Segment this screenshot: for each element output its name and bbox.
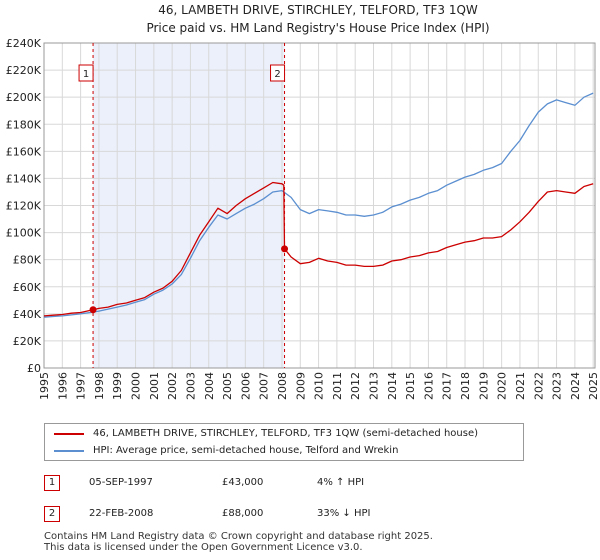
chart-title: 46, LAMBETH DRIVE, STIRCHLEY, TELFORD, T… <box>158 3 478 17</box>
y-tick-label-9: £180K <box>6 118 42 131</box>
plot-frame <box>43 42 596 369</box>
footer-licence: This data is licensed under the Open Gov… <box>44 542 363 553</box>
footer: Contains HM Land Registry data © Crown c… <box>44 531 433 553</box>
x-tick-label-20: 2015 <box>404 372 417 400</box>
x-tick-label-12: 2007 <box>258 372 271 400</box>
x-tick-label-17: 2012 <box>349 372 362 400</box>
x-tick-label-16: 2011 <box>331 372 344 400</box>
x-tick-label-28: 2023 <box>551 372 564 400</box>
sale-point-2 <box>281 245 289 253</box>
sale-point-1 <box>89 306 97 314</box>
x-tick-label-23: 2018 <box>459 372 472 400</box>
x-tick-label-25: 2020 <box>496 372 509 400</box>
sale-box-label-1: 1 <box>83 69 89 80</box>
x-tick-label-10: 2005 <box>221 372 234 400</box>
y-tick-label-3: £60K <box>13 281 42 294</box>
footer-copyright: Contains HM Land Registry data © Crown c… <box>44 531 433 542</box>
chart-subtitle: Price paid vs. HM Land Registry's House … <box>146 21 489 35</box>
x-tick-label-29: 2024 <box>569 372 582 400</box>
sale-price-2: £88,000 <box>222 508 264 519</box>
price-chart: 46, LAMBETH DRIVE, STIRCHLEY, TELFORD, T… <box>6 3 600 400</box>
x-tick-label-9: 2004 <box>203 372 216 400</box>
sale-hpi-2: 33% ↓ HPI <box>317 508 371 519</box>
x-tick-label-14: 2009 <box>294 372 307 400</box>
x-tick-label-27: 2022 <box>532 372 545 400</box>
series-line-property <box>43 181 594 317</box>
y-tick-label-0: £0 <box>27 362 41 375</box>
sale-row-1: 1 05-SEP-1997 £43,000 4% ↑ HPI <box>0 475 600 495</box>
x-tick-label-15: 2010 <box>313 372 326 400</box>
sale-hpi-1: 4% ↑ HPI <box>317 477 365 488</box>
series-line-hpi <box>43 92 594 318</box>
y-tick-label-2: £40K <box>13 308 42 321</box>
x-tick-label-22: 2017 <box>441 372 454 400</box>
legend-swatch-property <box>54 433 84 435</box>
x-tick-label-1: 1996 <box>56 372 69 400</box>
x-tick-label-21: 2016 <box>422 372 435 400</box>
sale-box-2 <box>270 64 286 82</box>
legend-swatch-hpi <box>54 450 84 452</box>
y-tick-label-7: £140K <box>6 172 42 185</box>
x-tick-label-11: 2006 <box>239 372 252 400</box>
legend-label-hpi: HPI: Average price, semi-detached house,… <box>93 445 399 456</box>
x-tick-label-3: 1998 <box>93 372 106 400</box>
x-tick-label-7: 2002 <box>166 372 179 400</box>
x-tick-label-5: 2000 <box>130 372 143 400</box>
sale-box-label-2: 2 <box>274 69 280 80</box>
sale-row-2: 2 22-FEB-2008 £88,000 33% ↓ HPI <box>0 506 600 526</box>
x-tick-label-0: 1995 <box>38 372 51 400</box>
y-tick-label-1: £20K <box>13 335 42 348</box>
sale-box-1 <box>78 64 94 82</box>
x-tick-label-24: 2019 <box>477 372 490 400</box>
x-tick-label-6: 2001 <box>148 372 161 400</box>
x-tick-label-18: 2013 <box>368 372 381 400</box>
y-tick-label-8: £160K <box>6 145 42 158</box>
x-tick-label-19: 2014 <box>386 372 399 400</box>
sale-badge-2: 2 <box>44 506 60 522</box>
legend-item-property: 46, LAMBETH DRIVE, STIRCHLEY, TELFORD, T… <box>45 425 523 443</box>
legend-item-hpi: HPI: Average price, semi-detached house,… <box>45 442 523 460</box>
x-tick-label-13: 2008 <box>276 372 289 400</box>
legend: 46, LAMBETH DRIVE, STIRCHLEY, TELFORD, T… <box>44 423 524 461</box>
x-tick-label-30: 2025 <box>587 372 600 400</box>
x-tick-label-8: 2003 <box>184 372 197 400</box>
x-tick-label-4: 1999 <box>111 372 124 400</box>
x-tick-label-26: 2021 <box>514 372 527 400</box>
y-tick-label-4: £80K <box>13 254 42 267</box>
y-tick-label-5: £100K <box>6 227 42 240</box>
sale-price-1: £43,000 <box>222 477 264 488</box>
y-tick-label-6: £120K <box>6 200 42 213</box>
sale-badge-1: 1 <box>44 475 60 491</box>
y-tick-label-10: £200K <box>6 91 42 104</box>
legend-label-property: 46, LAMBETH DRIVE, STIRCHLEY, TELFORD, T… <box>93 428 479 439</box>
sale-date-1: 05-SEP-1997 <box>89 477 153 488</box>
plot-area: £0 £20K £40K £60K £80K £100K £120K £140K £160K £1… <box>6 37 600 400</box>
sale-date-2: 22-FEB-2008 <box>89 508 154 519</box>
y-tick-label-12: £240K <box>6 37 42 50</box>
x-tick-label-2: 1997 <box>75 372 88 400</box>
y-tick-label-11: £220K <box>6 64 42 77</box>
